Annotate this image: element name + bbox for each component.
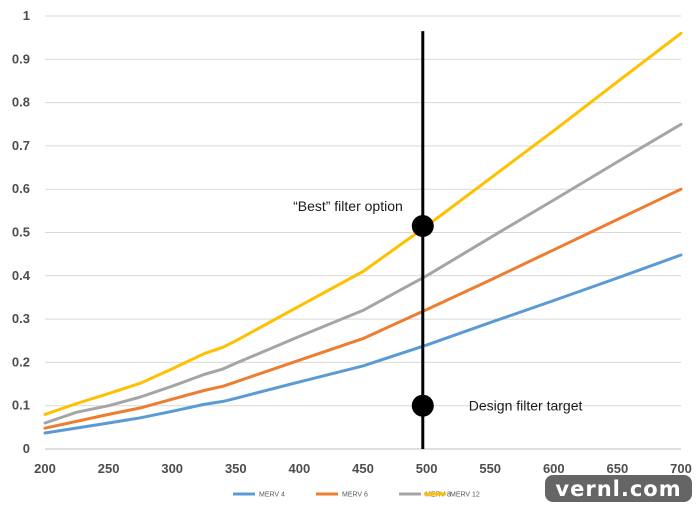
y-tick-label: 1 [23,8,30,23]
annotation-label: Design filter target [469,398,583,414]
x-tick-label: 700 [670,461,692,476]
x-tick-label: 300 [161,461,183,476]
watermark: vernl.com [545,475,692,502]
series-line-merv-4 [43,253,683,435]
x-axis-ticks: 200 250 300 350 400 450 500 550 600 650 700 [34,461,692,476]
x-tick-label: 400 [289,461,311,476]
y-tick-label: 0.6 [12,181,30,196]
x-tick-label: 450 [352,461,374,476]
legend-label: MERV 12 [450,492,480,499]
series-line-merv-8 [43,122,683,425]
annotation-label: “Best” filter option [293,198,403,214]
x-tick-label: 250 [98,461,120,476]
x-tick-label: 500 [416,461,438,476]
x-tick-label: 550 [479,461,501,476]
series-lines [43,31,683,435]
annotation-dot [411,215,434,238]
y-tick-label: 0 [23,441,30,456]
watermark-box [545,475,692,502]
y-tick-label: 0.1 [12,398,30,413]
watermark-text: vernl.com [555,477,681,501]
y-tick-label: 0.3 [12,311,30,326]
x-tick-label: 650 [607,461,629,476]
y-tick-label: 0.2 [12,354,30,369]
series-line-merv-6 [43,187,683,430]
x-tick-label: 600 [543,461,565,476]
x-tick-label: 200 [34,461,56,476]
legend-label: MERV 4 [259,492,285,499]
x-tick-label: 350 [225,461,247,476]
y-tick-label: 0.5 [12,225,30,240]
y-tick-label: 0.8 [12,95,30,110]
annotation-dot [411,394,434,417]
series-line-merv-12 [43,31,683,416]
y-tick-label: 0.4 [12,268,31,283]
y-tick-label: 0.7 [12,138,30,153]
y-tick-label: 0.9 [12,51,30,66]
gridlines [45,15,681,407]
annotation-markers: “Best” filter option Design filter target [293,198,583,417]
legend-label: MERV 6 [342,492,368,499]
y-axis-ticks: 0 0.1 0.2 0.3 0.4 0.5 0.6 0.7 0.8 0.9 1 [12,8,31,456]
